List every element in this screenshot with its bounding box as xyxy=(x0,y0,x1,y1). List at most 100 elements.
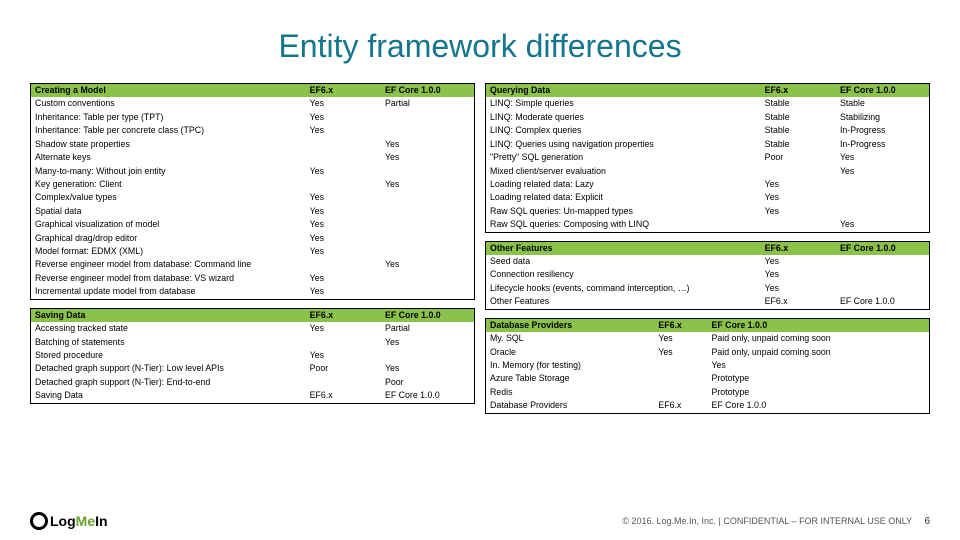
cell: Yes xyxy=(836,165,929,178)
table-row: LINQ: Simple queriesStableStable xyxy=(486,97,929,110)
cell: Custom conventions xyxy=(31,97,306,110)
table-row: Key generation: ClientYes xyxy=(31,178,474,191)
cell xyxy=(381,165,474,178)
cell xyxy=(381,272,474,285)
table-row: Alternate keysYes xyxy=(31,151,474,164)
cell xyxy=(381,124,474,137)
table-row: Model format: EDMX (XML)Yes xyxy=(31,245,474,258)
cell: "Pretty" SQL generation xyxy=(486,151,761,164)
cell: Yes xyxy=(654,346,707,359)
cell: Shadow state properties xyxy=(31,138,306,151)
col-header: Database Providers xyxy=(486,319,654,332)
table-row: Loading related data: LazyYes xyxy=(486,178,929,191)
table-row: Batching of statementsYes xyxy=(31,336,474,349)
table-row: "Pretty" SQL generationPoorYes xyxy=(486,151,929,164)
cell: Partial xyxy=(381,97,474,110)
cell: LINQ: Moderate queries xyxy=(486,111,761,124)
table-row: Saving DataEF6.xEF Core 1.0.0 xyxy=(31,389,474,402)
cell: Stored procedure xyxy=(31,349,306,362)
cell: Yes xyxy=(306,245,381,258)
cell: Yes xyxy=(381,258,474,271)
cell xyxy=(306,151,381,164)
col-header: Other Features xyxy=(486,242,761,255)
creating-model-table: Creating a Model EF6.x EF Core 1.0.0 Cus… xyxy=(30,83,475,300)
col-header: EF6.x xyxy=(761,84,836,97)
cell xyxy=(836,205,929,218)
table-row: Incremental update model from databaseYe… xyxy=(31,285,474,298)
cell: Raw SQL queries: Composing with LINQ xyxy=(486,218,761,231)
col-header: EF Core 1.0.0 xyxy=(836,242,929,255)
page-number: 6 xyxy=(924,516,930,527)
table-row: Azure Table StoragePrototype xyxy=(486,372,929,385)
cell xyxy=(381,191,474,204)
cell: Detached graph support (N-Tier): Low lev… xyxy=(31,362,306,375)
table-row: Graphical visualization of modelYes xyxy=(31,218,474,231)
cell: LINQ: Simple queries xyxy=(486,97,761,110)
cell: EF6.x xyxy=(654,399,707,412)
cell: Yes xyxy=(306,205,381,218)
cell: Yes xyxy=(306,349,381,362)
cell xyxy=(836,268,929,281)
cell: Stable xyxy=(761,97,836,110)
other-features-table: Other Features EF6.x EF Core 1.0.0 Seed … xyxy=(485,241,930,310)
cell: Yes xyxy=(761,178,836,191)
cell: Yes xyxy=(836,218,929,231)
cell: Stable xyxy=(761,111,836,124)
cell xyxy=(654,372,707,385)
cell: Yes xyxy=(381,362,474,375)
cell: Database Providers xyxy=(486,399,654,412)
table-row: Raw SQL queries: Un-mapped typesYes xyxy=(486,205,929,218)
cell: EF6.x xyxy=(306,389,381,402)
table-row: Shadow state propertiesYes xyxy=(31,138,474,151)
cell: Mixed client/server evaluation xyxy=(486,165,761,178)
cell: Stable xyxy=(761,138,836,151)
cell: Poor xyxy=(306,362,381,375)
cell xyxy=(306,336,381,349)
cell: EF Core 1.0.0 xyxy=(707,399,929,412)
logo-part: In xyxy=(95,513,107,529)
cell: Redis xyxy=(486,386,654,399)
cell: Yes xyxy=(707,359,929,372)
cell xyxy=(381,205,474,218)
cell: Yes xyxy=(381,178,474,191)
cell: Yes xyxy=(306,285,381,298)
cell xyxy=(381,285,474,298)
table-row: Reverse engineer model from database: VS… xyxy=(31,272,474,285)
cell xyxy=(836,191,929,204)
cell: Yes xyxy=(761,282,836,295)
cell: Yes xyxy=(306,111,381,124)
cell: Raw SQL queries: Un-mapped types xyxy=(486,205,761,218)
database-providers-table: Database Providers EF6.x EF Core 1.0.0 M… xyxy=(485,318,930,414)
table-row: Other FeaturesEF6.xEF Core 1.0.0 xyxy=(486,295,929,308)
cell: Yes xyxy=(306,232,381,245)
cell: Paid only, unpaid coming soon xyxy=(707,332,929,345)
saving-data-table: Saving Data EF6.x EF Core 1.0.0 Accessin… xyxy=(30,308,475,404)
cell: Yes xyxy=(836,151,929,164)
cell: Detached graph support (N-Tier): End-to-… xyxy=(31,376,306,389)
cell xyxy=(654,386,707,399)
cell xyxy=(381,232,474,245)
table-header: Saving Data EF6.x EF Core 1.0.0 xyxy=(31,309,474,322)
cell: Oracle xyxy=(486,346,654,359)
cell: Inheritance: Table per concrete class (T… xyxy=(31,124,306,137)
cell: Stabilizing xyxy=(836,111,929,124)
right-column: Querying Data EF6.x EF Core 1.0.0 LINQ: … xyxy=(485,83,930,414)
table-row: Inheritance: Table per type (TPT)Yes xyxy=(31,111,474,124)
cell: Other Features xyxy=(486,295,761,308)
cell: Azure Table Storage xyxy=(486,372,654,385)
cell xyxy=(306,258,381,271)
table-row: LINQ: Complex queriesStableIn-Progress xyxy=(486,124,929,137)
col-header: EF Core 1.0.0 xyxy=(381,84,474,97)
logo-part: Me xyxy=(76,513,95,529)
copyright: © 2016. Log.Me.In, Inc. | CONFIDENTIAL –… xyxy=(622,516,912,526)
cell: Yes xyxy=(761,205,836,218)
cell: Yes xyxy=(306,218,381,231)
cell: Accessing tracked state xyxy=(31,322,306,335)
content-grid: Creating a Model EF6.x EF Core 1.0.0 Cus… xyxy=(0,83,960,414)
cell: Inheritance: Table per type (TPT) xyxy=(31,111,306,124)
cell: Prototype xyxy=(707,386,929,399)
table-row: Detached graph support (N-Tier): Low lev… xyxy=(31,362,474,375)
left-column: Creating a Model EF6.x EF Core 1.0.0 Cus… xyxy=(30,83,475,414)
cell: Yes xyxy=(306,124,381,137)
table-row: My. SQLYesPaid only, unpaid coming soon xyxy=(486,332,929,345)
